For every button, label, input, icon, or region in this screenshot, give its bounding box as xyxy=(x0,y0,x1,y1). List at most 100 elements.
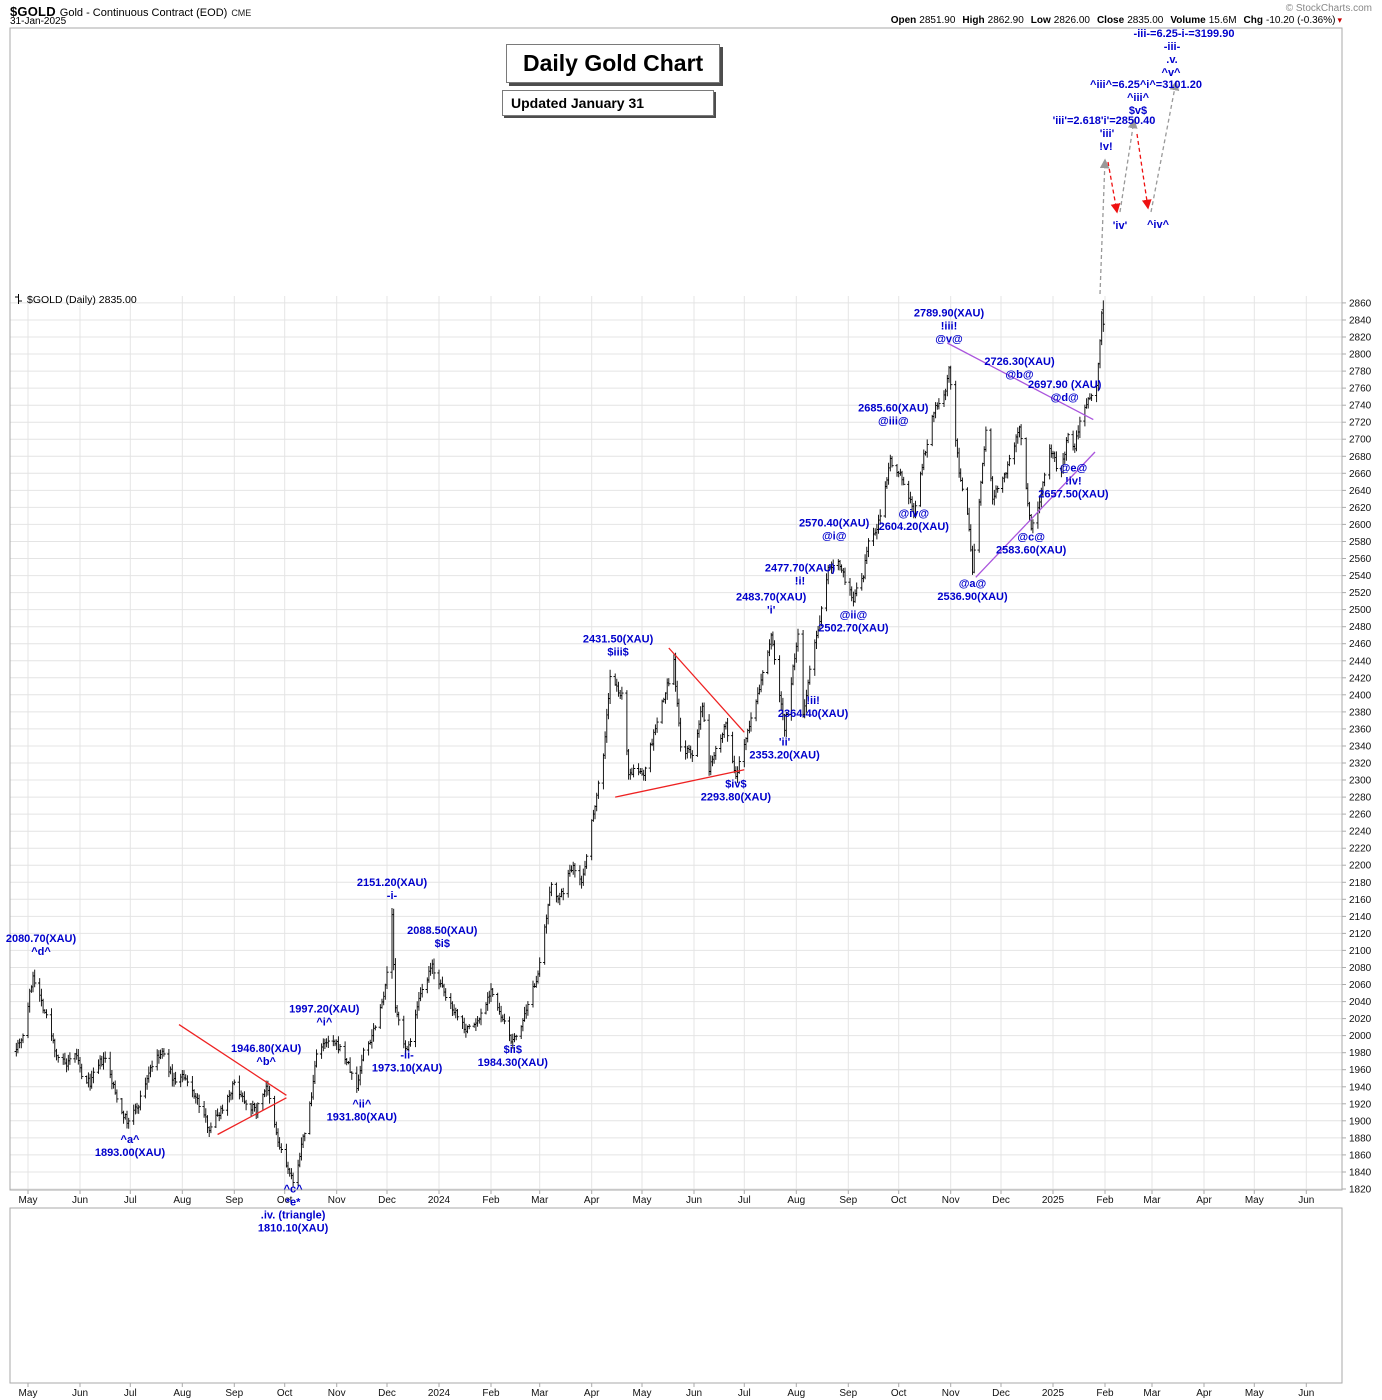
wave-label: $i$ xyxy=(435,938,450,950)
svg-text:Jun: Jun xyxy=(1298,1195,1314,1206)
svg-text:2420: 2420 xyxy=(1349,673,1372,684)
wave-label: 2502.70(XAU) xyxy=(818,622,889,634)
svg-text:Aug: Aug xyxy=(787,1388,805,1399)
svg-text:2440: 2440 xyxy=(1349,656,1372,667)
svg-text:2160: 2160 xyxy=(1349,895,1372,906)
wave-label: 2080.70(XAU) xyxy=(6,933,77,945)
svg-text:2660: 2660 xyxy=(1349,469,1372,480)
stockcharts-watermark: © StockCharts.com xyxy=(1285,3,1372,14)
svg-text:Aug: Aug xyxy=(173,1388,191,1399)
high-label: High xyxy=(962,15,985,26)
wave-label: @d@ xyxy=(1051,392,1079,404)
svg-text:2580: 2580 xyxy=(1349,537,1372,548)
symbol: $GOLD xyxy=(10,4,56,19)
svg-text:2600: 2600 xyxy=(1349,520,1372,531)
svg-text:Feb: Feb xyxy=(482,1388,500,1399)
wave-label: 'i' xyxy=(767,605,776,617)
wave-label: ^b^ xyxy=(256,1056,276,1068)
close-label: Close xyxy=(1096,15,1125,26)
svg-text:2060: 2060 xyxy=(1349,980,1372,991)
svg-text:Apr: Apr xyxy=(584,1195,600,1206)
wave-label: $iii$ xyxy=(607,647,628,659)
svg-text:2640: 2640 xyxy=(1349,486,1372,497)
svg-text:2760: 2760 xyxy=(1349,384,1372,395)
svg-text:2220: 2220 xyxy=(1349,844,1372,855)
wave-label: 2685.60(XAU) xyxy=(858,403,929,415)
open-label: Open xyxy=(890,15,917,26)
projection-label: ^iv^ xyxy=(1147,219,1170,231)
svg-text:2860: 2860 xyxy=(1349,298,1372,309)
chart-title-box: Daily Gold Chart xyxy=(506,44,721,83)
svg-text:Jun: Jun xyxy=(72,1195,88,1206)
svg-text:Dec: Dec xyxy=(378,1388,396,1399)
wave-label: !ii! xyxy=(806,695,819,707)
svg-text:Nov: Nov xyxy=(942,1388,960,1399)
wave-label: -i- xyxy=(387,890,398,902)
projection-arrow-down xyxy=(1136,133,1152,210)
wave-label: *e* xyxy=(286,1197,301,1209)
wave-label: ^i^ xyxy=(316,1017,332,1029)
svg-text:Apr: Apr xyxy=(1196,1195,1212,1206)
wave-label: !i! xyxy=(795,576,805,588)
legend-text: $GOLD (Daily) 2835.00 xyxy=(27,294,137,306)
projection-label: ^v^ xyxy=(1162,67,1182,79)
grid xyxy=(10,296,1342,1190)
projection-label: -iii-=6.25-i-=3199.90 xyxy=(1134,28,1235,40)
wave-label: 'ii' xyxy=(779,737,791,749)
svg-text:2100: 2100 xyxy=(1349,946,1372,957)
svg-text:Nov: Nov xyxy=(942,1195,960,1206)
chart-date: 31-Jan-2025 xyxy=(10,16,67,27)
wave-label: 2657.50(XAU) xyxy=(1038,489,1109,501)
close-value: 2835.00 xyxy=(1127,15,1164,26)
svg-text:Sep: Sep xyxy=(839,1195,857,1206)
price-axis: 1820 1840 1860 1880 1900 1920 1940 1960 1980 2000… xyxy=(1342,298,1372,1196)
wave-label: @i@ xyxy=(822,531,847,543)
svg-text:May: May xyxy=(19,1388,38,1399)
wave-label: 2088.50(XAU) xyxy=(407,925,478,937)
instrument-heading: $GOLD Gold - Continuous Contract (EOD) CME xyxy=(10,3,251,21)
trendline-purple xyxy=(975,451,1096,578)
wave-label: 1997.20(XAU) xyxy=(289,1004,360,1016)
projection-label: !v! xyxy=(1099,141,1112,153)
projection-label: ^iii^=6.25^i^=3101.20 xyxy=(1090,79,1202,91)
high-value: 2862.90 xyxy=(987,15,1024,26)
wave-label: @e@ xyxy=(1060,463,1088,475)
svg-text:2300: 2300 xyxy=(1349,776,1372,787)
svg-text:Aug: Aug xyxy=(173,1195,191,1206)
wave-label: 2697.90 (XAU) xyxy=(1028,379,1102,391)
svg-text:Jul: Jul xyxy=(738,1388,751,1399)
svg-text:Oct: Oct xyxy=(891,1388,907,1399)
low-label: Low xyxy=(1030,15,1051,26)
chg-value: -10.20 (-0.36%) xyxy=(1265,15,1336,26)
trendlines xyxy=(178,342,1096,1136)
svg-text:2340: 2340 xyxy=(1349,742,1372,753)
chart-title: Daily Gold Chart xyxy=(523,50,704,76)
svg-text:2240: 2240 xyxy=(1349,827,1372,838)
svg-text:2500: 2500 xyxy=(1349,605,1372,616)
projection-label: -iii- xyxy=(1164,41,1181,53)
wave-label: 2570.40(XAU) xyxy=(799,518,870,530)
svg-text:2025: 2025 xyxy=(1042,1388,1065,1399)
svg-text:2400: 2400 xyxy=(1349,690,1372,701)
wave-label: 1893.00(XAU) xyxy=(95,1147,166,1159)
wave-label: @b@ xyxy=(1005,369,1033,381)
wave-label: 2483.70(XAU) xyxy=(736,592,807,604)
svg-text:2840: 2840 xyxy=(1349,316,1372,327)
svg-text:2020: 2020 xyxy=(1349,1014,1372,1025)
svg-text:Mar: Mar xyxy=(531,1388,549,1399)
svg-text:Oct: Oct xyxy=(277,1195,293,1206)
low-value: 2826.00 xyxy=(1053,15,1090,26)
projection-arrow-up xyxy=(1119,118,1138,213)
wave-label: 2536.90(XAU) xyxy=(937,591,1008,603)
wave-label: 2293.80(XAU) xyxy=(701,791,772,803)
svg-text:2780: 2780 xyxy=(1349,367,1372,378)
ohlc-legend-icon xyxy=(15,294,22,304)
wave-label: 1946.80(XAU) xyxy=(231,1043,302,1055)
month-axis: May May Jun Jun Jul Jul Aug Aug Sep Sep Oct Oct Nov N… xyxy=(19,1190,1314,1399)
svg-text:2800: 2800 xyxy=(1349,350,1372,361)
svg-text:2200: 2200 xyxy=(1349,861,1372,872)
svg-text:Aug: Aug xyxy=(787,1195,805,1206)
svg-text:2040: 2040 xyxy=(1349,997,1372,1008)
